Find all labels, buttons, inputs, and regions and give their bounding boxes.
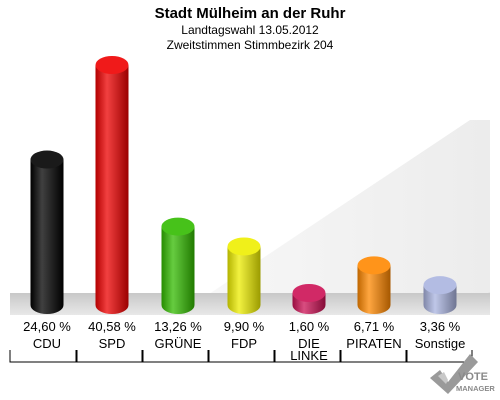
bar-cdu [30,150,64,314]
chart-subtitle-district: Zweitstimmen Stimmbezirk 204 [167,38,334,52]
value-label: 24,60 % [23,319,71,334]
value-label: 3,36 % [420,319,461,334]
bar-body [161,226,195,314]
bar-top [357,256,391,275]
axis-bracket [9,350,77,363]
bar-body [227,246,261,314]
axis-bracket [142,350,209,363]
category-label: DIE [298,336,320,351]
value-label: 40,58 % [88,319,136,334]
axis-bracket [340,350,407,363]
category-label: GRÜNE [155,336,202,351]
bar-top [95,56,129,74]
category-label: CDU [33,336,61,351]
value-label: 9,90 % [224,319,265,334]
logo-text-manager: MANAGER [456,384,495,393]
category-label: FDP [231,336,257,351]
bar-body [30,159,64,314]
bar-die-linke [292,284,326,314]
checkmark-icon [430,354,478,394]
bar-top [227,237,261,256]
bar-top [423,276,457,295]
vote-manager-logo: VOTE MANAGER [430,354,495,394]
category-label: Sonstige [415,336,466,351]
axis-bracket [406,350,473,363]
bar-sonstige [423,276,457,314]
labels-group: 24,60 % CDU 40,58 % SPD 13,26 % GRÜNE 9,90 % FD… [23,319,465,363]
axis-bracket [76,350,143,363]
value-label: 6,71 % [354,319,395,334]
bar-spd [95,56,129,314]
bar-top [30,150,64,169]
category-label: PIRATEN [346,336,401,351]
bar-top [292,284,326,302]
bar-piraten [357,256,391,314]
value-label: 13,26 % [154,319,202,334]
bars-group [30,56,457,314]
bar-fdp [227,237,261,314]
bar-top [161,217,195,236]
logo-text-vote: VOTE [458,371,488,383]
bar-body [357,265,391,314]
chart-subtitle-date: Landtagswahl 13.05.2012 [181,23,319,37]
category-axis [9,350,473,363]
axis-bracket [274,350,341,363]
chart-title: Stadt Mülheim an der Ruhr [155,5,346,22]
category-label: SPD [99,336,126,351]
bar-body [95,65,129,314]
value-label: 1,60 % [289,319,330,334]
axis-bracket [208,350,275,363]
bar-grüne [161,217,195,314]
category-label: LINKE [290,348,328,363]
